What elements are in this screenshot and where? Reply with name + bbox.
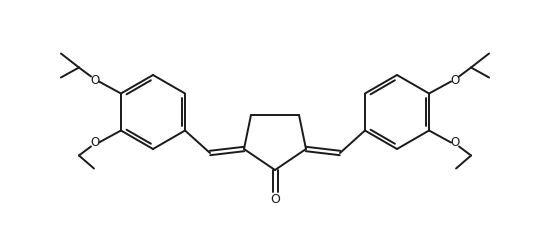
- Text: O: O: [90, 135, 100, 148]
- Text: O: O: [450, 74, 460, 87]
- Text: O: O: [90, 74, 100, 87]
- Text: O: O: [270, 193, 280, 206]
- Text: O: O: [450, 135, 460, 148]
